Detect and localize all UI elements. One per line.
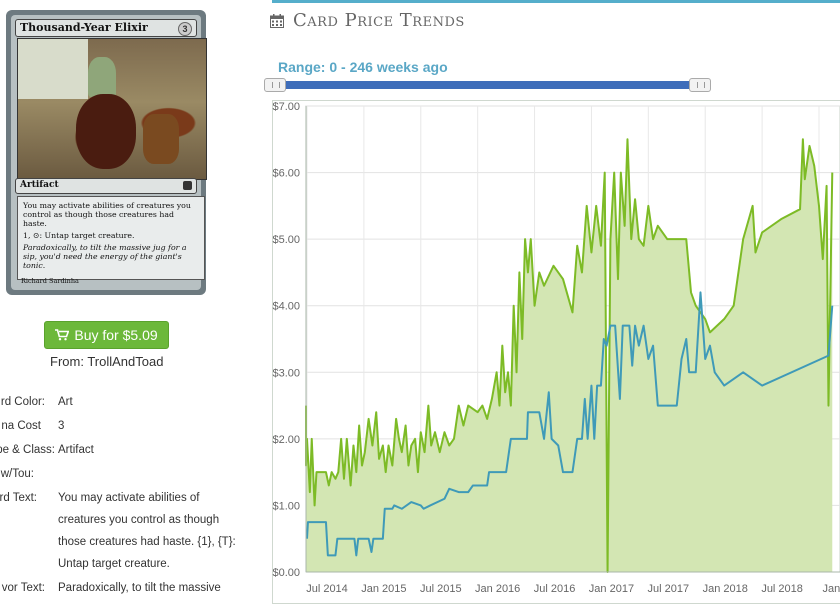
card-text-box: You may activate abilities of creatures …: [17, 196, 205, 280]
x-tick-label: Jul 2016: [534, 583, 576, 595]
detail-label: vor Text:: [1, 582, 45, 594]
card-frame: Thousand-Year Elixir 3 Artifact You may …: [11, 15, 207, 290]
detail-value: You may activate abilities of creatures …: [58, 492, 236, 570]
card-image: Thousand-Year Elixir 3 Artifact You may …: [6, 10, 207, 295]
detail-label: pe & Class:: [0, 444, 55, 456]
x-tick-label: Jan 2018: [703, 583, 748, 595]
y-tick-label: $2.00: [272, 434, 300, 446]
seller-label: From: TrollAndToad: [50, 354, 164, 369]
x-tick-label: Jul 2017: [648, 583, 690, 595]
card-type-bar: Artifact: [15, 178, 197, 194]
y-tick-label: $1.00: [272, 500, 300, 512]
y-tick-label: $3.00: [272, 367, 300, 379]
detail-label: w/Tou:: [0, 468, 34, 480]
card-artist-credit: Richard Sardinha: [21, 277, 79, 285]
section-top-border: [272, 0, 840, 3]
range-slider-left-handle[interactable]: [264, 78, 286, 92]
y-tick-label: $0.00: [272, 567, 300, 579]
series-line-1: [306, 291, 834, 557]
detail-label: rd Text:: [0, 492, 37, 504]
card-title-bar: Thousand-Year Elixir 3: [15, 19, 197, 37]
card-artwork: [17, 38, 207, 180]
x-tick-label: Jul 2015: [420, 583, 462, 595]
x-tick-label: Jul 2018: [761, 583, 803, 595]
buy-button-label: Buy for $5.09: [74, 327, 158, 343]
y-tick-label: $6.00: [272, 168, 300, 180]
x-tick-label: Jan 2017: [589, 583, 634, 595]
detail-label: rd Color:: [0, 396, 45, 408]
buy-button[interactable]: Buy for $5.09: [44, 321, 169, 349]
card-rules-text: You may activate abilities of creatures …: [23, 201, 191, 228]
chart-frame: [272, 100, 840, 604]
detail-value: 3: [58, 420, 65, 432]
section-title: Card Price Trends: [293, 10, 465, 31]
calendar-icon: [270, 13, 284, 28]
range-label: Range: 0 - 246 weeks ago: [278, 59, 448, 75]
y-tick-label: $4.00: [272, 301, 300, 313]
mana-cost-symbol: 3: [178, 22, 192, 36]
series-line-0: [305, 138, 834, 573]
series-area-0: [306, 139, 833, 572]
card-ability-text: 1, ⊙: Untap target creature.: [23, 231, 135, 240]
x-tick-label: Jul 2014: [306, 583, 348, 595]
price-trend-chart: $0.00 $1.00 $2.00 $3.00 $4.00 $5.00 $6.00 $7.00…: [272, 101, 840, 595]
card-name: Thousand-Year Elixir: [20, 21, 148, 34]
section-header: Card Price Trends: [270, 10, 465, 31]
x-tick-label: Jan 20: [822, 583, 840, 595]
detail-label: na Cost: [1, 420, 41, 432]
y-tick-label: $5.00: [272, 234, 300, 246]
range-slider-right-handle[interactable]: [689, 78, 711, 92]
x-tick-label: Jan 2015: [361, 583, 406, 595]
y-tick-label: $7.00: [272, 101, 300, 113]
range-slider-track[interactable]: [266, 81, 710, 89]
detail-value: Art: [58, 396, 73, 408]
card-type-line: Artifact: [20, 180, 59, 190]
detail-value: Paradoxically, to tilt the massive: [58, 582, 221, 594]
x-tick-label: Jan 2016: [475, 583, 520, 595]
set-symbol-icon: [183, 181, 192, 190]
detail-value: Artifact: [58, 444, 94, 456]
card-flavor-text: Paradoxically, to tilt the massive jug f…: [23, 243, 187, 270]
cart-icon: [55, 329, 70, 341]
